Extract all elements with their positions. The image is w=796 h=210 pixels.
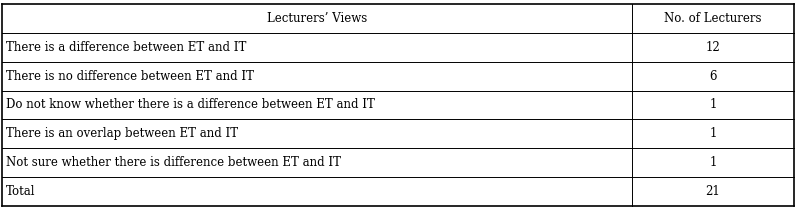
Text: 6: 6 [709,70,716,83]
Text: Not sure whether there is difference between ET and IT: Not sure whether there is difference bet… [6,156,341,169]
Text: Do not know whether there is a difference between ET and IT: Do not know whether there is a differenc… [6,98,375,112]
Text: Total: Total [6,185,36,198]
Text: Lecturers’ Views: Lecturers’ Views [267,12,367,25]
Text: 1: 1 [709,98,716,112]
Text: 21: 21 [705,185,720,198]
Text: No. of Lecturers: No. of Lecturers [664,12,762,25]
Text: There is a difference between ET and IT: There is a difference between ET and IT [6,41,247,54]
Text: There is no difference between ET and IT: There is no difference between ET and IT [6,70,254,83]
Text: 12: 12 [705,41,720,54]
Text: 1: 1 [709,127,716,140]
Text: 1: 1 [709,156,716,169]
Text: There is an overlap between ET and IT: There is an overlap between ET and IT [6,127,238,140]
